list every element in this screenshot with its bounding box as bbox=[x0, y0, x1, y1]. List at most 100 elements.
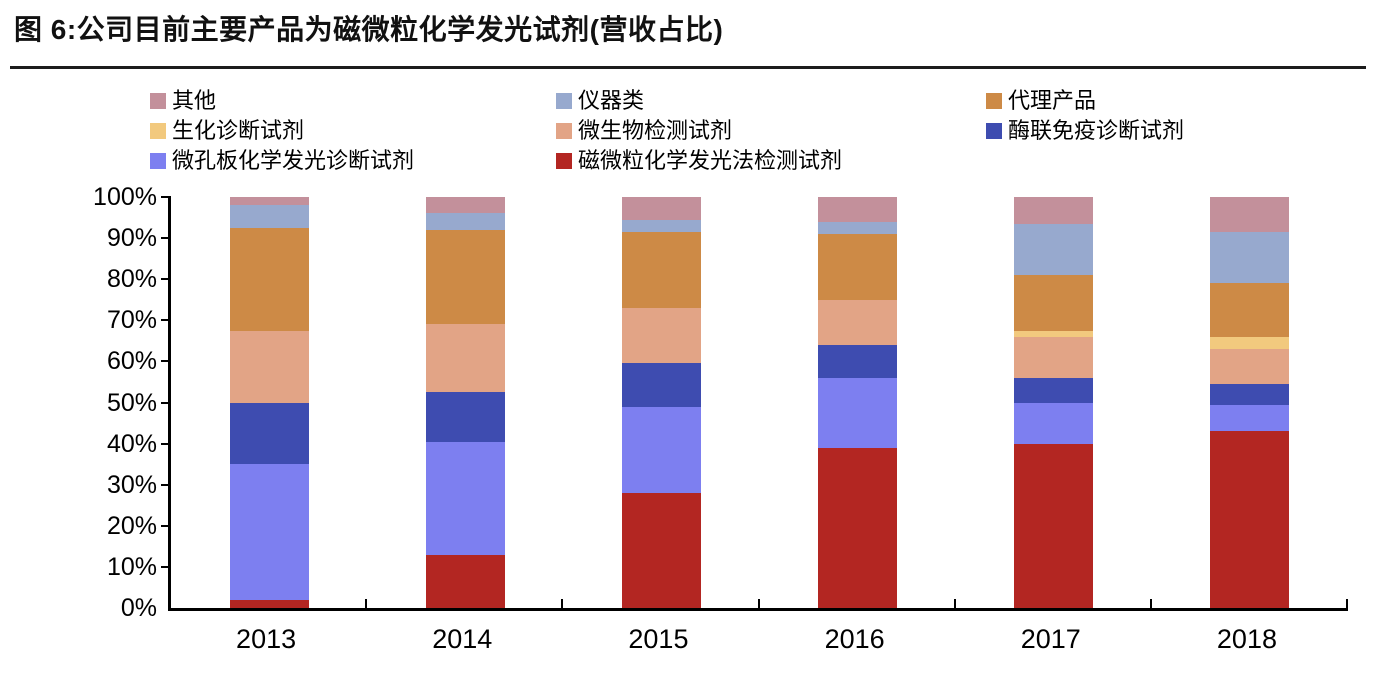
bar-segment bbox=[621, 492, 701, 608]
legend-item: 酶联免疫诊断试剂 bbox=[986, 118, 1184, 143]
bar-segment bbox=[621, 231, 701, 308]
bar-segment bbox=[229, 205, 309, 228]
bar-segment bbox=[1014, 197, 1094, 224]
stacked-bar-2018 bbox=[1210, 197, 1290, 608]
y-axis-tick-label: 20% bbox=[106, 511, 157, 540]
x-axis-category-label: 2015 bbox=[628, 624, 689, 654]
legend-item: 其他 bbox=[150, 88, 556, 113]
y-axis-tick-label: 60% bbox=[106, 347, 157, 376]
bar-segment bbox=[818, 447, 898, 608]
legend-label: 微孔板化学发光诊断试剂 bbox=[172, 147, 415, 173]
y-axis-labels: 0% 10% 20% 30% 40% 50% 60% 70% 80% 90% 100% bbox=[57, 184, 157, 621]
bar-segment bbox=[425, 392, 505, 442]
legend-item: 生化诊断试剂 bbox=[150, 118, 556, 143]
stacked-bar-2016 bbox=[818, 197, 898, 608]
x-axis-tick bbox=[561, 599, 564, 608]
bar-segment bbox=[425, 324, 505, 393]
x-axis-tick bbox=[757, 599, 760, 608]
bar-segment bbox=[1014, 377, 1094, 403]
x-axis-tick bbox=[365, 599, 368, 608]
bar-segment bbox=[1014, 336, 1094, 378]
bar-segment bbox=[818, 197, 898, 222]
y-axis-tick-label: 90% bbox=[106, 224, 157, 253]
bar-segment bbox=[1014, 402, 1094, 444]
x-axis-category-label: 2016 bbox=[824, 624, 885, 654]
y-axis-tick bbox=[161, 196, 171, 198]
bar-segment bbox=[1210, 349, 1290, 385]
bar-segment bbox=[818, 234, 898, 300]
legend-label: 代理产品 bbox=[1008, 87, 1097, 113]
bar-segment bbox=[229, 330, 309, 403]
x-axis-tick bbox=[953, 599, 956, 608]
bar-segment bbox=[229, 197, 309, 206]
y-axis-tick bbox=[161, 401, 171, 404]
y-axis-tick bbox=[161, 442, 171, 445]
legend-item: 微孔板化学发光诊断试剂 bbox=[150, 148, 556, 173]
bar-segment bbox=[621, 363, 701, 407]
x-axis-tick bbox=[1149, 599, 1152, 608]
bar-segment bbox=[1014, 330, 1094, 337]
stacked-bar-2013 bbox=[229, 197, 309, 608]
bar-segment bbox=[1210, 283, 1290, 337]
y-axis-tick bbox=[161, 565, 171, 568]
bar-segment bbox=[425, 229, 505, 325]
y-axis-tick-label: 80% bbox=[106, 265, 157, 294]
y-axis-tick bbox=[161, 237, 171, 240]
bar-segment bbox=[818, 221, 898, 235]
legend-label: 仪器类 bbox=[578, 87, 645, 113]
bars-container bbox=[171, 197, 1348, 608]
bar-segment bbox=[818, 344, 898, 378]
y-axis-tick-label: 40% bbox=[106, 429, 157, 458]
x-axis-category-label: 2014 bbox=[432, 624, 493, 654]
y-axis-tick bbox=[161, 319, 171, 322]
bar-slot bbox=[171, 197, 367, 608]
chart-legend: 其他 仪器类 代理产品生化诊断试剂 微生物检测试剂 酶联免疫诊断试剂微孔板化学发光诊断试… bbox=[150, 88, 1184, 173]
legend-swatch-icon bbox=[150, 92, 166, 109]
legend-item: 磁微粒化学发光法检测试剂 bbox=[556, 148, 986, 173]
bar-segment bbox=[425, 213, 505, 230]
bar-segment bbox=[1014, 275, 1094, 331]
bar-segment bbox=[425, 554, 505, 608]
bar-slot bbox=[956, 197, 1152, 608]
bar-segment bbox=[1014, 223, 1094, 276]
legend-label: 磁微粒化学发光法检测试剂 bbox=[578, 147, 843, 173]
bar-segment bbox=[1210, 231, 1290, 284]
bar-slot bbox=[367, 197, 563, 608]
bar-segment bbox=[621, 219, 701, 232]
y-axis-tick bbox=[161, 360, 171, 363]
y-axis-tick bbox=[161, 483, 171, 486]
y-axis-tick bbox=[161, 524, 171, 527]
bar-segment bbox=[229, 402, 309, 465]
bar-segment bbox=[818, 377, 898, 448]
y-axis-tick-label: 70% bbox=[106, 306, 157, 335]
y-axis-tick bbox=[161, 278, 171, 281]
y-axis-tick-label: 100% bbox=[93, 183, 157, 211]
bar-slot bbox=[760, 197, 956, 608]
bar-segment bbox=[1210, 197, 1290, 232]
bar-segment bbox=[425, 197, 505, 214]
bar-segment bbox=[621, 308, 701, 364]
bar-segment bbox=[425, 441, 505, 555]
legend-label: 其他 bbox=[172, 87, 217, 113]
legend-label: 生化诊断试剂 bbox=[172, 117, 305, 143]
legend-swatch-icon bbox=[150, 152, 166, 169]
y-axis-tick-label: 50% bbox=[106, 388, 157, 417]
figure-title: 图 6:公司目前主要产品为磁微粒化学发光试剂(营收占比) bbox=[14, 14, 724, 45]
bar-segment bbox=[1210, 384, 1290, 405]
legend-item: 仪器类 bbox=[556, 88, 986, 113]
bar-segment bbox=[621, 197, 701, 220]
bar-segment bbox=[1210, 431, 1290, 608]
x-axis-labels: 2013 2014 2015 2016 2017 2018 bbox=[168, 624, 1345, 655]
bar-segment bbox=[229, 464, 309, 600]
bar-segment bbox=[1210, 336, 1290, 350]
legend-swatch-icon bbox=[556, 122, 572, 139]
legend-swatch-icon bbox=[986, 92, 1002, 109]
title-divider bbox=[10, 66, 1366, 69]
bar-segment bbox=[229, 227, 309, 331]
y-axis-tick-label: 30% bbox=[106, 470, 157, 499]
stacked-bar-2014 bbox=[425, 197, 505, 608]
legend-item: 微生物检测试剂 bbox=[556, 118, 986, 143]
stacked-bar-2015 bbox=[621, 197, 701, 608]
legend-swatch-icon bbox=[986, 122, 1002, 139]
legend-swatch-icon bbox=[556, 92, 572, 109]
